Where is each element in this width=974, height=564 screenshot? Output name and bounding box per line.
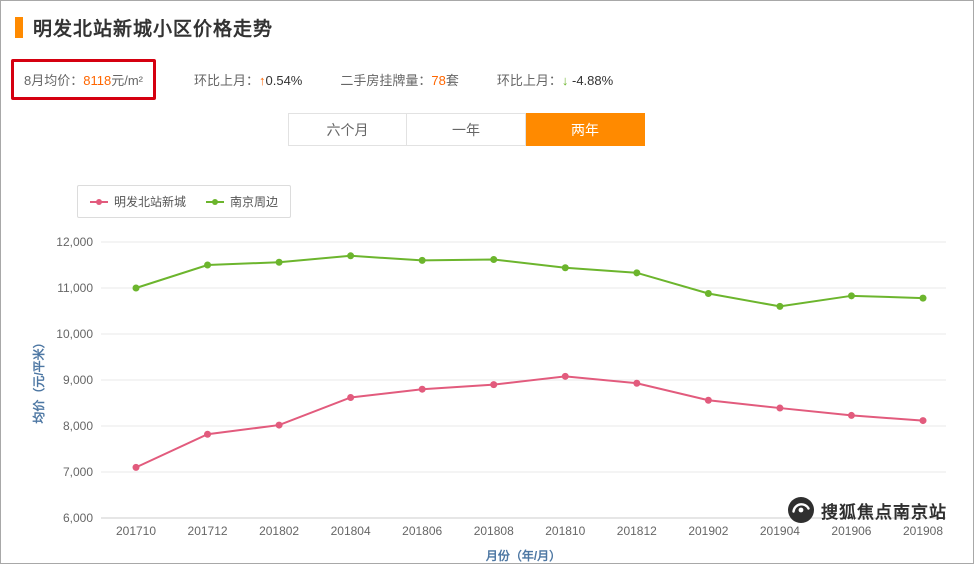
svg-text:201808: 201808	[474, 524, 514, 538]
svg-text:201806: 201806	[402, 524, 442, 538]
tab-six-months[interactable]: 六个月	[288, 113, 407, 146]
svg-text:9,000: 9,000	[63, 373, 93, 387]
green-line-marker-icon	[206, 198, 225, 205]
chart-legend: 明发北站新城 南京周边	[77, 185, 292, 218]
tab-one-year[interactable]: 一年	[407, 113, 526, 146]
svg-text:201810: 201810	[545, 524, 585, 538]
svg-text:201712: 201712	[188, 524, 228, 538]
legend-label-community: 明发北站新城	[114, 195, 187, 209]
avg-price-label: 8月均价：	[24, 73, 84, 88]
down-arrow-icon: ↓	[561, 73, 569, 88]
avg-price-unit: 元/m²	[111, 73, 143, 88]
sohu-focus-logo-icon	[788, 497, 814, 523]
legend-item-community[interactable]: 明发北站新城	[90, 193, 186, 210]
svg-text:8,000: 8,000	[63, 419, 93, 433]
svg-text:12,000: 12,000	[56, 235, 93, 249]
mom-price-value: 0.54%	[265, 73, 303, 88]
svg-text:201906: 201906	[831, 524, 871, 538]
legend-label-nanjing: 南京周边	[230, 195, 279, 209]
svg-text:201802: 201802	[259, 524, 299, 538]
avg-price-value: 8118	[83, 73, 112, 88]
svg-text:201710: 201710	[116, 524, 156, 538]
avg-price-stat: 8月均价：8118元/m²	[11, 59, 156, 100]
mom-listing-value: -4.88%	[568, 73, 614, 88]
svg-text:均价（元/平米）: 均价（元/平米）	[31, 336, 46, 423]
listing-count-label: 二手房挂牌量：	[340, 73, 432, 88]
svg-text:月份（年/月）: 月份（年/月）	[485, 548, 561, 563]
tab-two-years[interactable]: 两年	[526, 113, 645, 146]
svg-text:201812: 201812	[617, 524, 657, 538]
listing-count-stat: 二手房挂牌量：78套	[340, 70, 459, 89]
listing-count-value: 78	[431, 73, 446, 88]
svg-text:201902: 201902	[688, 524, 728, 538]
svg-text:10,000: 10,000	[56, 327, 93, 341]
page-title: 明发北站新城小区价格走势	[33, 19, 274, 40]
mom-listing-stat: 环比上月：↓ -4.88%	[497, 70, 613, 89]
svg-text:201804: 201804	[331, 524, 371, 538]
page-header: 明发北站新城小区价格走势	[15, 14, 273, 41]
mom-listing-label: 环比上月：	[496, 73, 562, 88]
listing-count-unit: 套	[445, 73, 459, 88]
svg-text:201908: 201908	[903, 524, 943, 538]
legend-item-nanjing[interactable]: 南京周边	[206, 193, 278, 210]
svg-text:201904: 201904	[760, 524, 800, 538]
watermark: 搜狐焦点南京站	[787, 496, 947, 524]
mom-price-stat: 环比上月：↑0.54%	[194, 70, 302, 89]
title-accent-bar	[15, 17, 23, 38]
price-trend-chart: 6,000 7,000 8,000 9,000 10,000 11,000 12,000 20…	[31, 235, 946, 563]
mom-price-label: 环比上月：	[193, 73, 259, 88]
svg-text:11,000: 11,000	[57, 281, 93, 295]
svg-text:7,000: 7,000	[63, 465, 93, 479]
stats-row: 8月均价：8118元/m² 环比上月：↑0.54% 二手房挂牌量：78套 环比上…	[11, 59, 613, 100]
svg-text:6,000: 6,000	[63, 511, 93, 525]
pink-line-marker-icon	[90, 198, 108, 205]
up-arrow-icon: ↑	[259, 73, 266, 88]
watermark-text: 搜狐焦点南京站	[821, 502, 947, 522]
period-tabs: 六个月 一年 两年	[288, 113, 645, 146]
